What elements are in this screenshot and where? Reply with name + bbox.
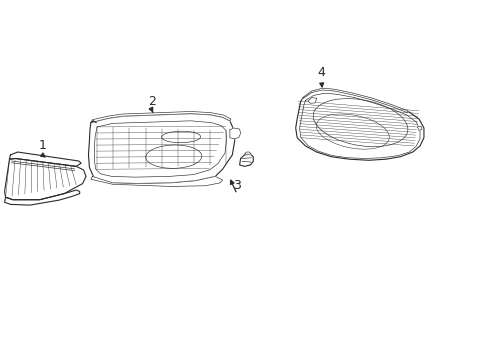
- Text: 4: 4: [317, 66, 325, 79]
- Polygon shape: [91, 176, 222, 186]
- Polygon shape: [9, 152, 81, 166]
- Polygon shape: [307, 98, 316, 103]
- Polygon shape: [303, 88, 407, 113]
- Polygon shape: [417, 126, 421, 131]
- Text: 3: 3: [233, 179, 241, 192]
- Polygon shape: [4, 158, 86, 200]
- Polygon shape: [88, 114, 234, 184]
- Polygon shape: [239, 154, 253, 166]
- Text: 1: 1: [38, 139, 46, 152]
- Polygon shape: [244, 152, 251, 154]
- Text: 2: 2: [147, 95, 156, 108]
- Polygon shape: [229, 128, 240, 139]
- Polygon shape: [4, 190, 80, 205]
- Polygon shape: [295, 89, 423, 160]
- Polygon shape: [91, 112, 230, 123]
